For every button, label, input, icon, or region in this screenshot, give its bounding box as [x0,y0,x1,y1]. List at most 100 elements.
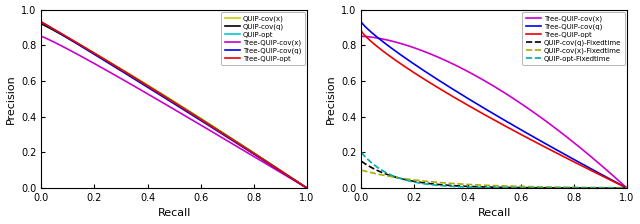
Line: Tree-QUIP-cov(x): Tree-QUIP-cov(x) [362,36,627,188]
QUIP-cov(q) [165,98,173,100]
Tree-QUIP-cov(x) [303,187,310,189]
Tree-QUIP-cov(x) [575,145,583,148]
Tree-QUIP-cov(q) [195,118,203,121]
QUIP-cov(x) [38,22,45,25]
Tree-QUIP-opt [616,184,624,186]
Tree-QUIP-cov(q) [165,99,173,102]
Tree-QUIP-cov(x) [515,101,523,104]
Tree-QUIP-cov(q) [38,21,45,23]
QUIP-cov(q) [181,108,189,110]
QUIP-opt-Fixedtime [484,186,492,189]
QUIP-cov(q) [164,97,172,99]
QUIP-cov(x) [165,97,173,99]
QUIP-opt-Fixedtime [616,187,624,189]
Tree-QUIP-opt [485,116,493,118]
Tree-QUIP-cov(x) [358,35,365,38]
QUIP-cov(x)-Fixedtime [358,169,365,172]
QUIP-cov(q) [303,187,310,189]
QUIP-opt [38,21,45,23]
QUIP-opt-Fixedtime [575,187,583,189]
Tree-QUIP-cov(x) [181,114,189,117]
QUIP-cov(x)-Fixedtime [501,185,509,187]
QUIP-cov(x) [303,187,310,189]
QUIP-cov(q)-Fixedtime [623,187,630,189]
QUIP-cov(q) [255,155,263,158]
Tree-QUIP-cov(x) [485,82,493,85]
Line: QUIP-cov(x)-Fixedtime: QUIP-cov(x)-Fixedtime [362,170,627,188]
Tree-QUIP-opt [164,97,172,100]
QUIP-cov(x)-Fixedtime [616,186,624,189]
Tree-QUIP-cov(q) [623,187,630,189]
Tree-QUIP-opt [165,98,173,101]
QUIP-cov(x) [195,116,203,119]
Tree-QUIP-cov(x) [38,35,45,38]
QUIP-cov(q)-Fixedtime [575,187,583,189]
Legend: QUIP-cov(x), QUIP-cov(q), QUIP-opt, Tree-QUIP-cov(x), Tree-QUIP-cov(q), Tree-QUI: QUIP-cov(x), QUIP-cov(q), QUIP-opt, Tree… [221,12,305,65]
Tree-QUIP-cov(q) [358,21,365,23]
QUIP-opt [181,108,189,110]
Tree-QUIP-opt [303,187,310,189]
Tree-QUIP-opt [501,125,509,127]
QUIP-cov(x) [181,107,189,110]
Line: Tree-QUIP-cov(x): Tree-QUIP-cov(x) [42,36,307,188]
QUIP-cov(x)-Fixedtime [484,184,492,187]
Tree-QUIP-cov(q) [485,110,493,112]
QUIP-cov(x) [296,182,304,185]
Tree-QUIP-cov(x) [165,105,173,108]
Tree-QUIP-cov(q) [501,119,509,122]
Tree-QUIP-cov(q) [484,109,492,112]
Tree-QUIP-opt [195,117,203,120]
Tree-QUIP-cov(q) [515,127,523,130]
Tree-QUIP-cov(x) [195,123,203,125]
QUIP-cov(q) [296,183,304,185]
Tree-QUIP-cov(q) [303,187,310,189]
QUIP-opt [195,117,203,120]
Tree-QUIP-cov(q) [164,98,172,101]
Line: QUIP-cov(q): QUIP-cov(q) [42,24,307,188]
Tree-QUIP-cov(q) [616,183,624,186]
Line: Tree-QUIP-opt: Tree-QUIP-opt [362,31,627,188]
Tree-QUIP-opt [255,155,263,158]
QUIP-opt-Fixedtime [501,186,509,189]
X-axis label: Recall: Recall [157,209,191,218]
QUIP-cov(q)-Fixedtime [358,160,365,163]
QUIP-cov(q) [195,117,203,120]
Tree-QUIP-cov(x) [616,181,624,184]
QUIP-cov(x)-Fixedtime [485,184,493,187]
QUIP-opt [255,155,263,158]
Tree-QUIP-opt [296,183,304,185]
Tree-QUIP-cov(x) [623,187,630,189]
Tree-QUIP-cov(x) [255,158,263,161]
Tree-QUIP-cov(x) [164,104,172,107]
QUIP-opt-Fixedtime [485,186,493,189]
QUIP-opt [164,97,172,99]
QUIP-opt [296,182,304,185]
Line: QUIP-opt: QUIP-opt [42,22,307,188]
Line: Tree-QUIP-opt: Tree-QUIP-opt [42,22,307,188]
QUIP-opt-Fixedtime [515,187,523,189]
QUIP-cov(q) [38,22,45,25]
QUIP-cov(x)-Fixedtime [623,186,630,189]
Tree-QUIP-opt [358,30,365,32]
QUIP-cov(x) [255,155,263,157]
Tree-QUIP-cov(x) [501,92,509,95]
QUIP-opt [303,187,310,189]
Tree-QUIP-opt [484,115,492,118]
Tree-QUIP-cov(q) [296,183,304,185]
Line: QUIP-cov(x): QUIP-cov(x) [42,24,307,188]
QUIP-cov(q)-Fixedtime [501,186,509,189]
Line: Tree-QUIP-cov(q): Tree-QUIP-cov(q) [42,22,307,188]
Tree-QUIP-opt [38,21,45,23]
QUIP-opt-Fixedtime [623,187,630,189]
QUIP-opt-Fixedtime [358,151,365,154]
Tree-QUIP-opt [575,163,583,166]
QUIP-cov(x) [164,96,172,99]
Tree-QUIP-cov(x) [296,183,304,185]
QUIP-cov(q)-Fixedtime [485,186,493,188]
Line: Tree-QUIP-cov(q): Tree-QUIP-cov(q) [362,22,627,188]
Y-axis label: Precision: Precision [326,74,335,124]
Tree-QUIP-opt [623,187,630,189]
Tree-QUIP-opt [181,108,189,111]
Tree-QUIP-cov(q) [181,109,189,112]
QUIP-cov(q)-Fixedtime [484,186,492,188]
